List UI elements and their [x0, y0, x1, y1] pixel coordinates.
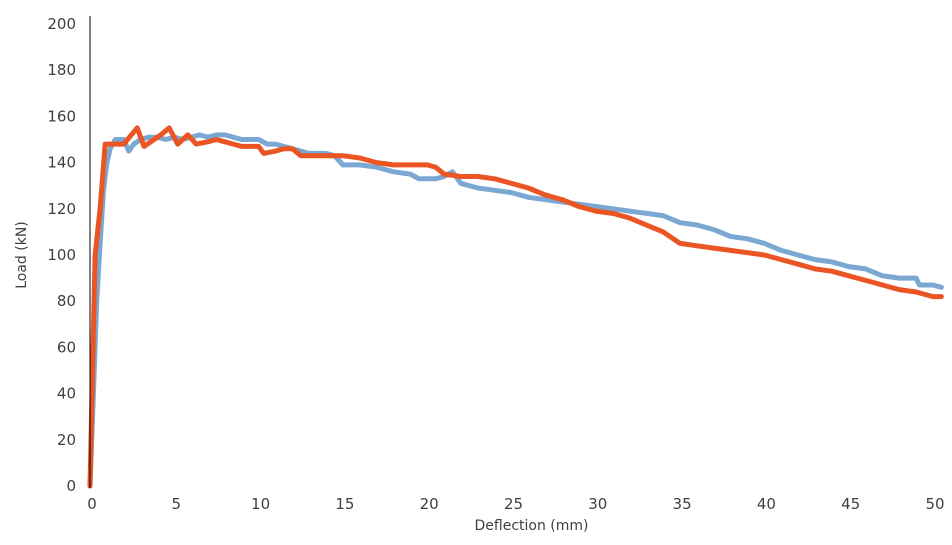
- x-axis-ticks: 0 5 10 15 20 25 30 35 40 45 50: [87, 495, 944, 513]
- series-group: [87, 125, 944, 489]
- y-axis-ticks: 0 20 40 60 80 100 120 140 160 180 200: [47, 15, 76, 495]
- x-tick-label: 25: [504, 495, 523, 513]
- x-tick-label: 35: [673, 495, 692, 513]
- x-axis-title: Deflection (mm): [475, 518, 589, 534]
- y-tick-label: 180: [47, 61, 76, 79]
- x-tick-label: 10: [251, 495, 270, 513]
- series-line-2: [87, 125, 944, 489]
- y-tick-label: 140: [47, 154, 76, 172]
- y-tick-label: 80: [57, 292, 76, 310]
- series-line-1: [87, 132, 944, 489]
- x-tick-label: 30: [588, 495, 607, 513]
- x-tick-label: 0: [87, 495, 97, 513]
- x-tick-label: 5: [172, 495, 182, 513]
- y-tick-label: 20: [57, 431, 76, 449]
- y-tick-label: 0: [66, 477, 76, 495]
- y-tick-label: 60: [57, 338, 76, 356]
- y-tick-label: 200: [47, 15, 76, 33]
- y-axis-title: Load (kN): [14, 221, 30, 289]
- x-tick-label: 50: [925, 495, 944, 513]
- y-tick-label: 160: [47, 107, 76, 125]
- x-tick-label: 15: [335, 495, 354, 513]
- y-tick-label: 100: [47, 246, 76, 264]
- x-tick-label: 20: [420, 495, 439, 513]
- x-tick-label: 45: [841, 495, 860, 513]
- y-tick-label: 120: [47, 200, 76, 218]
- x-tick-label: 40: [757, 495, 776, 513]
- y-tick-label: 40: [57, 385, 76, 403]
